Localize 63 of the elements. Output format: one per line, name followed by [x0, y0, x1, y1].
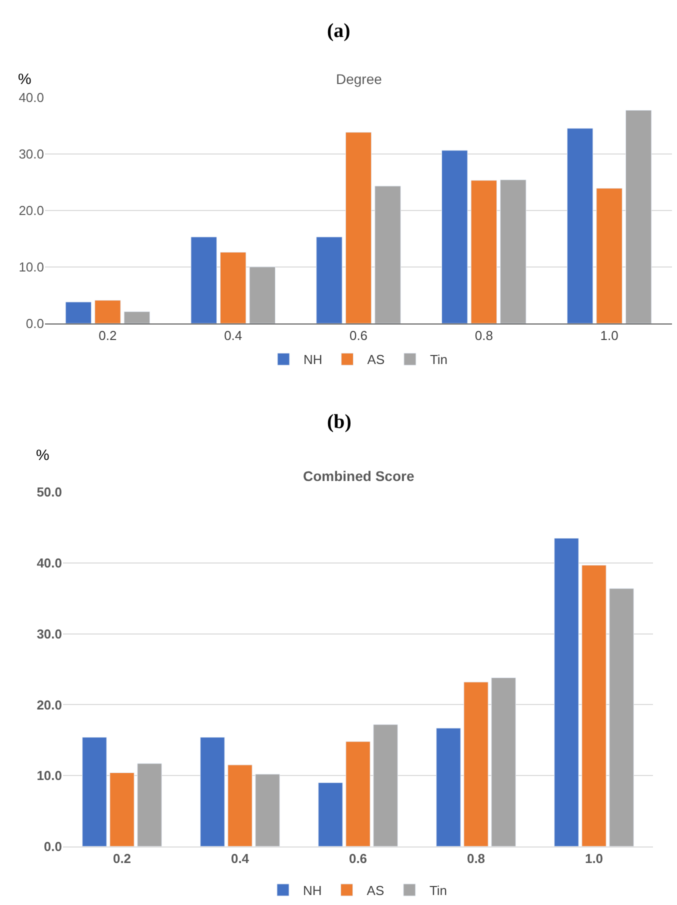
bar	[249, 266, 276, 324]
bar	[65, 302, 92, 324]
x-tick-label: 0.8	[466, 851, 486, 866]
y-tick-label: 10.0	[36, 768, 62, 784]
x-tick-label: 1.0	[600, 328, 618, 344]
legend-label: Tin	[429, 883, 448, 898]
y-axis-title: %	[36, 447, 50, 464]
bar	[345, 132, 372, 324]
chart-title: Combined Score	[303, 468, 414, 484]
legend-label: Tin	[430, 352, 448, 368]
y-tick-label: 30.0	[36, 626, 62, 642]
x-tick-label: 0.6	[348, 851, 368, 866]
bar	[137, 763, 162, 846]
chart-title: Degree	[336, 71, 382, 87]
y-axis-title: %	[18, 71, 32, 88]
bar	[470, 180, 498, 324]
text: (a)	[327, 20, 350, 42]
legend-label: NH	[303, 883, 322, 898]
y-tick-label: 30.0	[18, 146, 44, 162]
y-tick-label: 40.0	[36, 556, 62, 571]
legend-label: AS	[367, 352, 385, 368]
bar	[566, 128, 594, 324]
bar	[124, 311, 150, 324]
bar	[464, 682, 488, 846]
bar	[94, 300, 121, 324]
x-tick-label: 0.6	[349, 328, 368, 344]
y-tick-label: 20.0	[36, 697, 62, 712]
bar	[625, 110, 652, 324]
bar	[200, 737, 225, 846]
bar	[190, 236, 217, 324]
x-tick-label: 0.2	[112, 851, 132, 866]
x-tick-label: 1.0	[584, 851, 604, 866]
bar	[255, 774, 280, 846]
y-tick-label: 0.0	[26, 316, 44, 332]
bar	[82, 737, 107, 846]
y-tick-label: 10.0	[18, 259, 44, 274]
bar	[220, 252, 246, 324]
legend-label: AS	[366, 883, 384, 898]
bar	[110, 772, 134, 846]
y-tick-label: 40.0	[18, 90, 44, 105]
bar	[228, 764, 252, 846]
bar	[596, 188, 622, 324]
bar	[500, 180, 526, 324]
bar	[582, 564, 606, 846]
bar	[442, 150, 468, 324]
legend-label: NH	[304, 352, 322, 368]
bar	[316, 236, 342, 324]
x-tick-label: 0.4	[224, 328, 242, 344]
y-tick-label: 50.0	[36, 484, 62, 500]
bar	[609, 588, 634, 846]
x-tick-label: 0.4	[230, 851, 250, 866]
y-tick-label: 0.0	[44, 838, 62, 854]
bar	[374, 186, 401, 324]
bar	[373, 724, 398, 846]
x-tick-label: 0.2	[98, 328, 117, 344]
y-tick-label: 20.0	[18, 202, 44, 218]
text: (b)	[327, 411, 352, 433]
bar	[491, 678, 516, 846]
bar	[346, 741, 370, 846]
bar	[318, 782, 343, 846]
bar	[436, 728, 461, 846]
bar	[554, 538, 579, 846]
x-tick-label: 0.8	[474, 328, 493, 344]
